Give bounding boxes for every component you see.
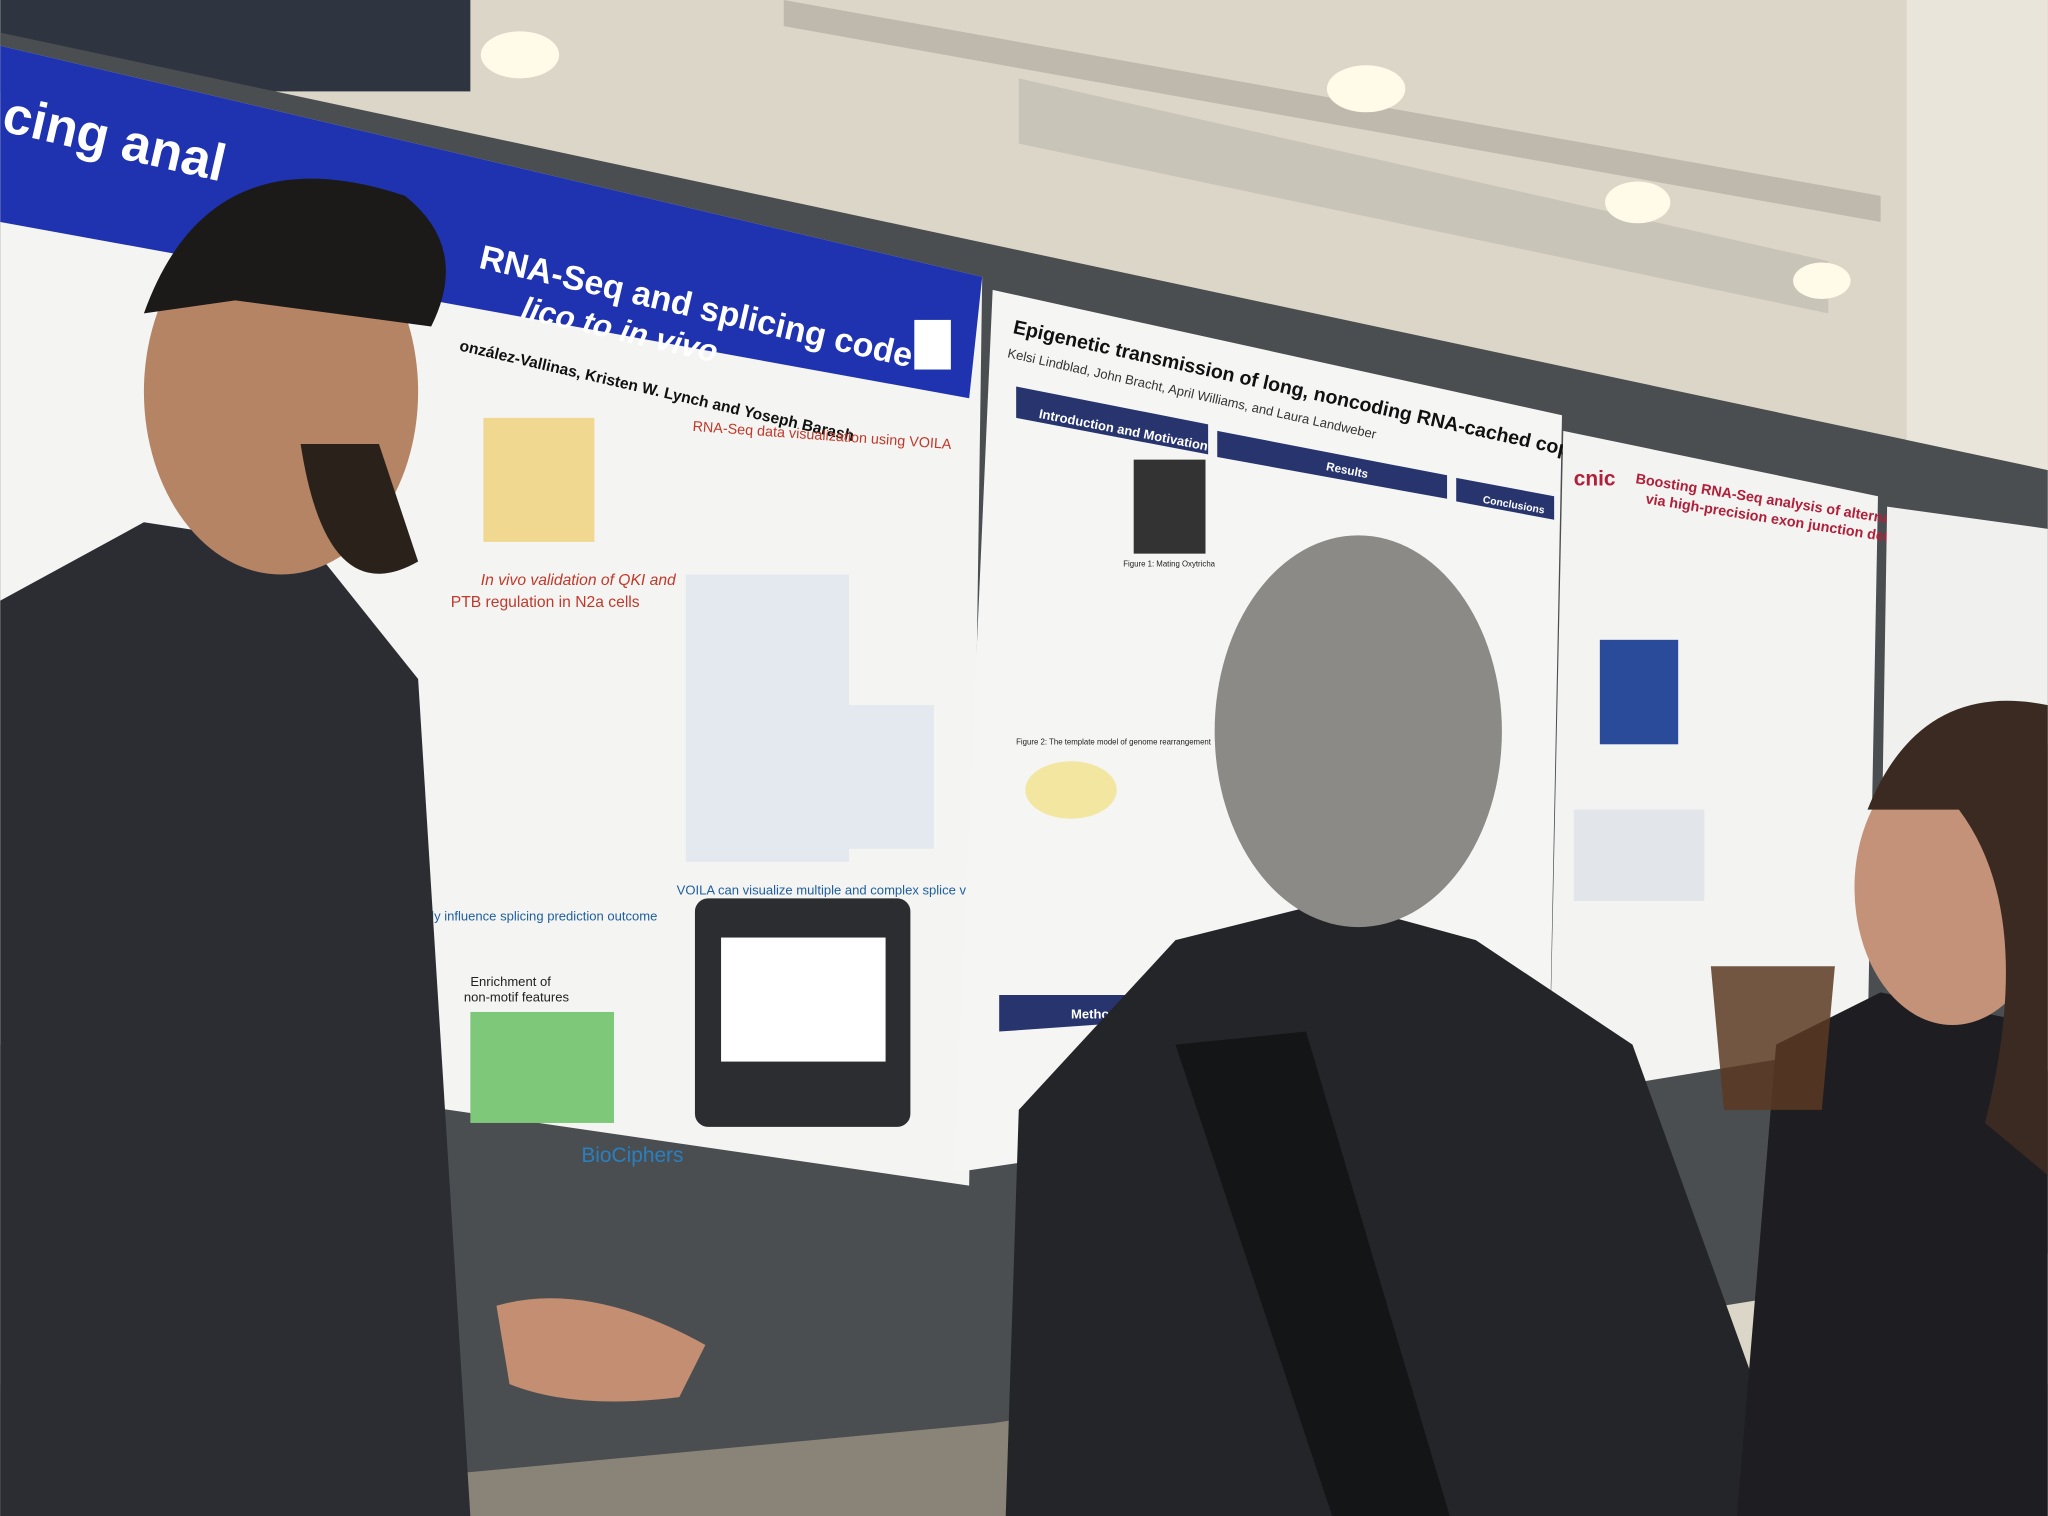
lamp [480, 31, 560, 79]
lamp [1326, 65, 1406, 113]
hair [143, 178, 446, 327]
figure [483, 417, 595, 542]
figure [790, 705, 934, 849]
figure-photo [1133, 459, 1206, 554]
duct [1018, 78, 1829, 314]
figure [1573, 809, 1705, 901]
tablet-screen [721, 937, 886, 1062]
section-title: Enrichment of [470, 974, 551, 989]
bag-strap [1175, 1031, 1450, 1516]
section-title: non-motif features [464, 990, 570, 1005]
section-title: PTB regulation in N2a cells [451, 594, 640, 611]
section-band [1016, 386, 1209, 455]
logo: BioCiphers [581, 1144, 683, 1167]
section-title: In vivo validation of QKI and [481, 572, 677, 589]
cup [1710, 966, 1835, 1110]
figure-caption: Figure 2: The template model of genome r… [1016, 737, 1212, 746]
figure-caption: Figure 1: Mating Oxytricha [1123, 560, 1215, 569]
lamp [1793, 262, 1851, 300]
qr-code [914, 319, 951, 370]
poster [1548, 430, 1878, 1097]
heatmap [470, 1011, 614, 1123]
person-jacket [1736, 992, 2048, 1516]
section-band [1456, 477, 1555, 520]
section-title: ly influence splicing prediction outcome [431, 909, 657, 924]
hair [1867, 700, 2048, 1176]
person-head [1214, 535, 1502, 928]
section-band [1217, 430, 1448, 499]
beard [300, 443, 419, 574]
bar-figure [1599, 639, 1679, 745]
logo: cnic [1574, 468, 1616, 491]
hand [496, 1298, 706, 1402]
section-title: VOILA can visualize multiple and complex… [677, 882, 1016, 897]
lamp [1605, 181, 1671, 224]
pipe [783, 0, 1881, 222]
person-shirt [0, 522, 471, 1516]
poster-header [0, 45, 983, 399]
diagram [1025, 761, 1117, 819]
